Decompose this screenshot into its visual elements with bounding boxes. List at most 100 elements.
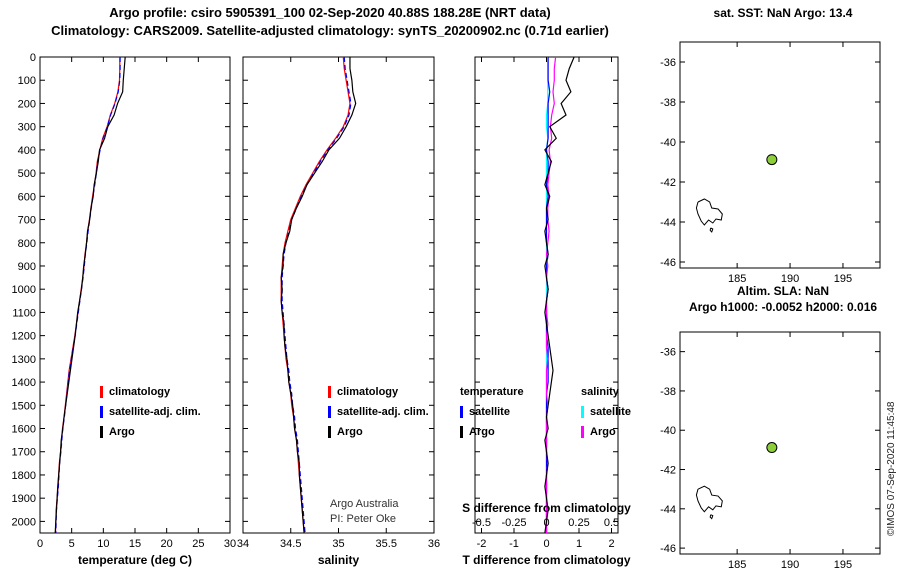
t-satellite-line-swatch (460, 406, 463, 419)
series-satellite-adj-clim (55, 57, 121, 534)
tick-label: 200 (18, 98, 36, 110)
tick-label: -38 (660, 386, 676, 398)
tick-label: 25 (192, 538, 204, 550)
tick-label: 36 (428, 538, 440, 550)
data-source-annotation: Argo Australia PI: Peter Oke (330, 497, 398, 527)
tick-label: 1300 (12, 354, 36, 366)
tick-label: 100 (18, 75, 36, 87)
axes-frame (242, 56, 435, 534)
tick-label: -44 (660, 504, 676, 516)
tick-label: -2 (477, 538, 487, 550)
series-satellite-adj-clim (281, 56, 352, 534)
series-argo (54, 56, 126, 534)
tick-label: 34.5 (280, 538, 301, 550)
tick-label: 0 (37, 538, 43, 550)
legend-label: climatology (337, 386, 399, 398)
imos-watermark: ©IMOS 07-Sep-2020 11:45:48 (886, 401, 897, 537)
satellite-adj-clim-line-swatch (328, 406, 331, 419)
tick-label: 2 (608, 538, 614, 550)
argo-line-swatch (328, 426, 331, 439)
tick-label: 700 (18, 215, 36, 227)
legend-header-salinity: salinity (581, 386, 619, 398)
tick-label: 500 (18, 168, 36, 180)
s-satellite-line-swatch (581, 406, 584, 419)
legend-item-t-argo: Argo (460, 422, 524, 442)
tick-label: 1500 (12, 400, 36, 412)
secondary-tick-label: 0.5 (604, 517, 619, 529)
tick-label: 1600 (12, 424, 36, 436)
tick-label: 300 (18, 122, 36, 134)
tick-label: 35 (332, 538, 344, 550)
series-climatology (280, 56, 351, 534)
series-climatology (54, 57, 121, 534)
legend-label: Argo (109, 426, 135, 438)
tick-label: -46 (660, 257, 676, 269)
tick-label: 0 (30, 52, 36, 64)
tick-label: -40 (660, 137, 676, 149)
legend-salinity-panel: climatology satellite-adj. clim. Argo (328, 382, 429, 442)
argo-line-swatch (100, 426, 103, 439)
tick-label: 30 (224, 538, 236, 550)
series-argo (280, 57, 357, 534)
legend-diff-temperature-column: temperature satellite Argo (460, 382, 524, 442)
legend-label: satellite-adj. clim. (337, 406, 429, 418)
float-position-marker (766, 154, 778, 166)
float-position-marker (766, 442, 778, 454)
legend-label: Argo (590, 426, 616, 438)
tick-label: 195 (834, 273, 852, 285)
tick-label: 1700 (12, 447, 36, 459)
coastline (709, 514, 714, 520)
axes-frame (679, 331, 881, 555)
legend-label: Argo (337, 426, 363, 438)
tick-label: 1 (576, 538, 582, 550)
tick-label: 190 (781, 273, 799, 285)
axes-frame (679, 41, 881, 269)
tick-label: 10 (97, 538, 109, 550)
tick-label: -36 (660, 57, 676, 69)
t-argo-line-swatch (460, 426, 463, 439)
annotation-line-2: PI: Peter Oke (330, 513, 397, 525)
legend-item-climatology: climatology (100, 382, 201, 402)
axes-frame (39, 56, 231, 534)
secondary-axis-label: S difference from climatology (462, 501, 631, 515)
secondary-tick-label: 0 (543, 517, 549, 529)
tick-label: 35.5 (376, 538, 397, 550)
legend-item-climatology: climatology (328, 382, 429, 402)
coastline (695, 485, 723, 513)
coastline (709, 227, 714, 233)
tick-label: 1100 (12, 307, 36, 319)
tick-label: 190 (781, 559, 799, 571)
figure-title: Argo profile: csiro 5905391_100 02-Sep-2… (0, 4, 660, 40)
legend-label: climatology (109, 386, 171, 398)
coastline (695, 198, 723, 226)
secondary-tick-label: -0.25 (501, 517, 526, 529)
secondary-tick-label: -0.5 (472, 517, 491, 529)
series-t-argo (544, 56, 575, 534)
legend-label: satellite (590, 406, 631, 418)
tick-label: -1 (509, 538, 519, 550)
tick-label: 400 (18, 145, 36, 157)
legend-item-satellite-adj-clim: satellite-adj. clim. (100, 402, 201, 422)
climatology-line-swatch (328, 386, 331, 399)
tick-label: 185 (728, 273, 746, 285)
legend-temperature-panel: climatology satellite-adj. clim. Argo (100, 382, 201, 442)
tick-label: -42 (660, 177, 676, 189)
climatology-line-swatch (100, 386, 103, 399)
title-line-2: Climatology: CARS2009. Satellite-adjuste… (51, 23, 609, 38)
altim-sla-label: Altim. SLA: NaN (736, 284, 829, 298)
tick-label: 34 (237, 538, 249, 550)
tick-label: 1400 (12, 377, 36, 389)
tick-label: 185 (728, 559, 746, 571)
legend-label: satellite (469, 406, 510, 418)
tick-label: 1900 (12, 493, 36, 505)
tick-label: -40 (660, 425, 676, 437)
tick-label: 195 (834, 559, 852, 571)
tick-label: 800 (18, 238, 36, 250)
tick-label: 900 (18, 261, 36, 273)
x-axis-label: salinity (318, 553, 360, 567)
legend-item-s-argo: Argo (581, 422, 631, 442)
annotation-line-1: Argo Australia (330, 498, 399, 510)
legend-item-t-satellite: satellite (460, 402, 524, 422)
